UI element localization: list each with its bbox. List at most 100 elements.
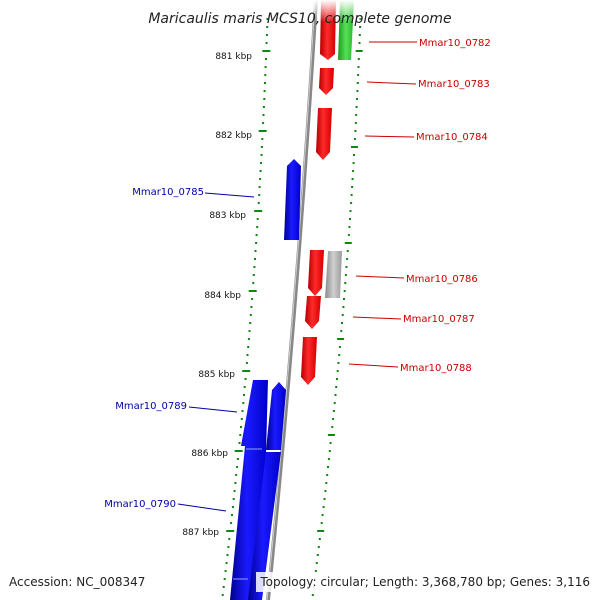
scale-tick [327, 466, 329, 468]
scale-tick [251, 298, 254, 300]
scale-tick [315, 562, 318, 564]
scale-tick [259, 178, 262, 180]
scale-tick [259, 170, 262, 172]
scale-tick [323, 498, 326, 500]
scale-tick [254, 258, 256, 260]
top-fade [300, 0, 370, 22]
gene-arrow-mmar10-0790-b[interactable] [248, 452, 281, 600]
topology-bg [256, 572, 594, 592]
scale-tick [354, 122, 357, 124]
scale-tick [230, 522, 233, 524]
scale-tick [260, 162, 262, 164]
scale-tick [252, 274, 255, 276]
scale-tick [264, 82, 266, 84]
kbp-labels: 881 kbp 882 kbp 883 kbp 884 kbp 885 kbp … [182, 52, 252, 538]
scale-tick-track [221, 18, 271, 596]
scale-tick [337, 338, 345, 340]
gene-arrow-mmar10-0788[interactable] [301, 337, 317, 385]
scale-tick [238, 442, 241, 444]
scale-tick [353, 138, 356, 140]
gene-label[interactable]: Mmar10_0783 [418, 79, 490, 90]
scale-tick [226, 554, 229, 556]
scale-tick [352, 170, 355, 172]
scale-tick [344, 282, 347, 284]
scale-tick [240, 426, 242, 428]
gene-label[interactable]: Mmar10_0787 [403, 314, 475, 325]
scale-tick [331, 426, 334, 428]
gene-arrow-mmar10-0790[interactable] [266, 382, 286, 450]
scale-tick [316, 554, 319, 556]
scale-tick [235, 474, 238, 476]
scale-tick [359, 26, 362, 28]
pseudo-gene-arrow[interactable] [325, 251, 342, 298]
reverse-genes [230, 159, 301, 600]
scale-tick [356, 98, 358, 100]
scale-tick [327, 434, 335, 436]
scale-tick [322, 506, 325, 508]
gene-label[interactable]: Mmar10_0789 [115, 401, 187, 412]
scale-tick [351, 178, 354, 180]
scale-tick [241, 410, 244, 412]
scale-tick [258, 186, 261, 188]
scale-tick [317, 546, 320, 548]
scale-tick [262, 114, 265, 116]
scale-tick [340, 330, 343, 332]
scale-tick [358, 34, 361, 36]
gene-label[interactable]: Mmar10_0785 [132, 187, 204, 198]
gene-label[interactable]: Mmar10_0786 [406, 274, 478, 285]
scale-tick [338, 346, 341, 348]
scale-tick [258, 194, 261, 196]
scale-tick [355, 50, 363, 52]
scale-tick [336, 378, 338, 380]
scale-tick [354, 130, 357, 132]
gene-tick-track [311, 18, 363, 596]
scale-tick [265, 34, 268, 36]
gene-arrow-mmar10-0787[interactable] [305, 296, 321, 329]
scale-tick [242, 370, 251, 372]
scale-tick [264, 74, 267, 76]
scale-tick [222, 586, 225, 588]
gene-label[interactable]: Mmar10_0784 [416, 132, 488, 143]
scale-tick [324, 490, 327, 492]
scale-tick [357, 74, 360, 76]
scale-tick [262, 50, 271, 52]
scale-tick [329, 442, 332, 444]
scale-tick [262, 106, 265, 108]
scale-tick [342, 306, 345, 308]
gene-arrow-mmar10-0786[interactable] [308, 250, 324, 296]
scale-tick [247, 346, 250, 348]
gene-arrow-mmar10-0784[interactable] [316, 108, 332, 160]
gene-label[interactable]: Mmar10_0782 [419, 38, 491, 49]
scale-tick [346, 258, 349, 260]
gene-arrow-mmar10-0785[interactable] [284, 159, 301, 240]
kbp-label: 884 kbp [204, 291, 241, 301]
scale-tick [336, 370, 339, 372]
scale-tick [347, 234, 350, 236]
scale-tick [350, 194, 353, 196]
gene-label[interactable]: Mmar10_0788 [400, 363, 472, 374]
gene-arrow-mmar10-0783[interactable] [319, 68, 334, 95]
map-title: Maricaulis maris MCS10, complete genome [148, 11, 451, 27]
scale-tick [352, 162, 355, 164]
scale-tick [356, 82, 359, 84]
kbp-label: 886 kbp [191, 449, 228, 459]
scale-tick [227, 546, 230, 548]
scale-tick [263, 90, 266, 92]
scale-tick [353, 154, 355, 156]
scale-tick [243, 386, 246, 388]
gene-labels: Mmar10_0782 Mmar10_0783 Mmar10_0784 Mmar… [104, 38, 491, 510]
scale-tick [358, 42, 361, 44]
scale-tick [256, 226, 259, 228]
scale-tick [250, 306, 253, 308]
gene-label[interactable]: Mmar10_0790 [104, 499, 176, 510]
scale-tick [260, 146, 263, 148]
scale-tick [343, 298, 345, 300]
scale-tick [258, 130, 267, 132]
scale-tick [350, 202, 353, 204]
scale-tick [231, 514, 233, 516]
scale-tick [221, 594, 224, 596]
scale-tick [345, 266, 348, 268]
genome-backbone [266, 0, 318, 600]
scale-tick [224, 570, 227, 572]
scale-tick [255, 242, 258, 244]
